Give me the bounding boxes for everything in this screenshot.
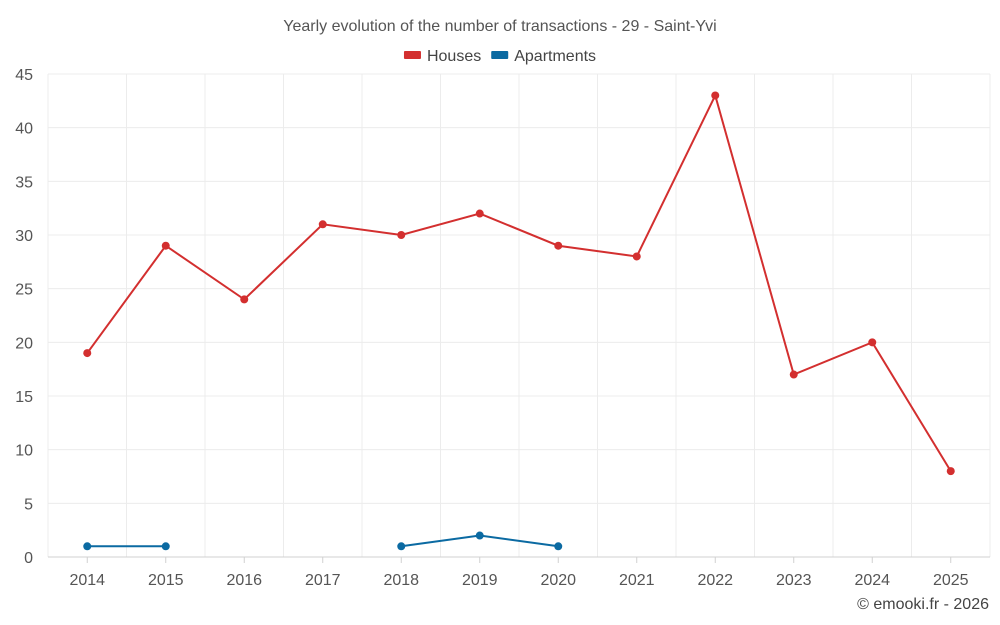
data-point[interactable] [868, 338, 877, 347]
x-tick-label: 2018 [383, 572, 419, 589]
legend-label: Apartments [514, 48, 596, 65]
data-point[interactable] [318, 220, 327, 229]
legend-item-apartments[interactable]: Apartments [491, 48, 596, 65]
y-tick-label: 20 [15, 335, 33, 352]
y-tick-label: 45 [15, 67, 33, 84]
x-tick-label: 2023 [776, 572, 812, 589]
y-axis: 0 5 10 15 20 25 30 35 40 45 [15, 67, 33, 567]
data-point[interactable] [789, 370, 798, 379]
data-point[interactable] [475, 531, 484, 540]
x-tick-label: 2014 [69, 572, 105, 589]
y-tick-label: 10 [15, 443, 33, 460]
data-point[interactable] [83, 542, 92, 551]
data-point[interactable] [161, 241, 170, 250]
data-point[interactable] [397, 231, 406, 239]
legend-label: Houses [427, 48, 481, 65]
x-axis: 2014 2015 2016 2017 2018 2019 2020 2021 2022 2023… [48, 556, 990, 589]
data-point[interactable] [946, 467, 955, 476]
x-tick-label: 2022 [697, 572, 733, 589]
grid [47, 73, 991, 557]
x-tick-label: 2025 [933, 572, 969, 589]
series-line [86, 92, 952, 472]
x-tick-label: 2021 [619, 572, 655, 589]
y-tick-label: 15 [15, 389, 33, 406]
data-point[interactable] [632, 252, 641, 261]
chart-title: Yearly evolution of the number of transa… [283, 18, 716, 35]
x-tick-label: 2019 [462, 572, 498, 589]
data-point[interactable] [240, 295, 249, 304]
legend-swatch [491, 51, 509, 59]
credit-text: © emooki.fr - 2026 [857, 596, 989, 613]
data-point[interactable] [161, 542, 170, 551]
series-apartments [83, 531, 563, 551]
data-point[interactable] [83, 349, 92, 358]
x-tick-label: 2016 [226, 572, 262, 589]
y-tick-label: 35 [15, 174, 33, 191]
data-point[interactable] [475, 209, 484, 218]
legend-swatch [403, 51, 421, 59]
x-tick-label: 2017 [305, 572, 341, 589]
y-tick-label: 40 [15, 121, 33, 138]
data-point[interactable] [711, 91, 720, 100]
legend: Houses Apartments [403, 48, 596, 65]
data-point[interactable] [397, 542, 406, 551]
series-houses [83, 91, 955, 476]
y-tick-label: 25 [15, 282, 33, 299]
x-tick-label: 2024 [854, 572, 890, 589]
data-point[interactable] [554, 542, 563, 551]
y-tick-label: 0 [24, 550, 33, 567]
y-tick-label: 30 [15, 228, 33, 245]
series-layer [83, 91, 955, 551]
y-tick-label: 5 [24, 496, 33, 513]
legend-item-houses[interactable]: Houses [403, 48, 481, 65]
x-tick-label: 2015 [148, 572, 184, 589]
data-point[interactable] [554, 241, 563, 250]
x-tick-label: 2020 [540, 572, 576, 589]
